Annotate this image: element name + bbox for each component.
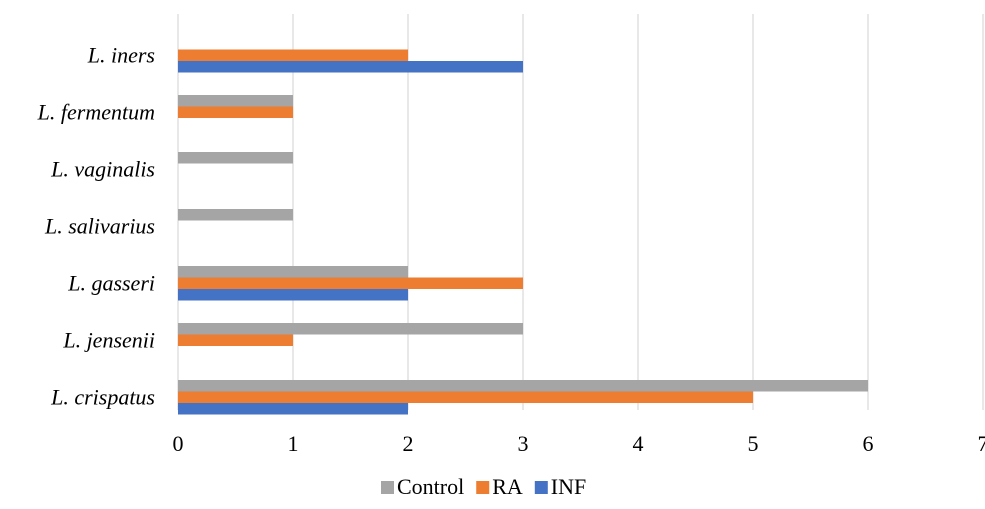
bar-control-l-salivarius	[178, 209, 293, 221]
gridlines	[177, 14, 984, 410]
bar-ra-l-gasseri	[178, 277, 523, 289]
category-label-l-gasseri: L. gasseri	[67, 270, 155, 295]
x-tick-label-7: 7	[978, 431, 985, 456]
bar-ra-l-jensenii	[178, 334, 293, 346]
bar-ra-l-iners	[178, 49, 408, 61]
legend-label-control: Control	[397, 474, 464, 499]
bars	[178, 49, 868, 415]
category-label-l-iners: L. iners	[87, 42, 155, 67]
x-tick-label-5: 5	[748, 431, 759, 456]
bar-inf-l-iners	[178, 61, 523, 73]
bar-control-l-crispatus	[178, 380, 868, 392]
x-tick-label-0: 0	[173, 431, 184, 456]
legend: Control RA INF	[381, 474, 586, 499]
axes: 0 1 2 3 4 5 6 7 L. iners L. fermentum L. vaginalis…	[37, 42, 985, 456]
bar-control-l-gasseri	[178, 266, 408, 278]
x-tick-label-3: 3	[518, 431, 529, 456]
legend-swatch-control	[381, 481, 394, 494]
x-tick-label-1: 1	[288, 431, 299, 456]
legend-swatch-ra	[476, 481, 490, 494]
bar-inf-l-gasseri	[178, 289, 408, 301]
x-tick-label-4: 4	[633, 431, 644, 456]
x-tick-label-6: 6	[863, 431, 874, 456]
bar-ra-l-fermentum	[178, 106, 293, 118]
category-label-l-vaginalis: L. vaginalis	[50, 156, 155, 181]
legend-label-ra: RA	[492, 474, 523, 499]
bar-control-l-vaginalis	[178, 152, 293, 164]
legend-swatch-inf	[534, 481, 548, 494]
category-label-l-salivarius: L. salivarius	[44, 213, 155, 238]
x-tick-label-2: 2	[403, 431, 414, 456]
category-label-l-fermentum: L. fermentum	[37, 99, 155, 124]
bar-inf-l-crispatus	[178, 403, 408, 415]
category-label-l-jensenii: L. jensenii	[62, 327, 155, 352]
bar-ra-l-crispatus	[178, 391, 753, 403]
legend-label-inf: INF	[551, 474, 586, 499]
category-label-l-crispatus: L. crispatus	[50, 384, 155, 409]
bar-control-l-jensenii	[178, 323, 523, 335]
bar-control-l-fermentum	[178, 95, 293, 107]
